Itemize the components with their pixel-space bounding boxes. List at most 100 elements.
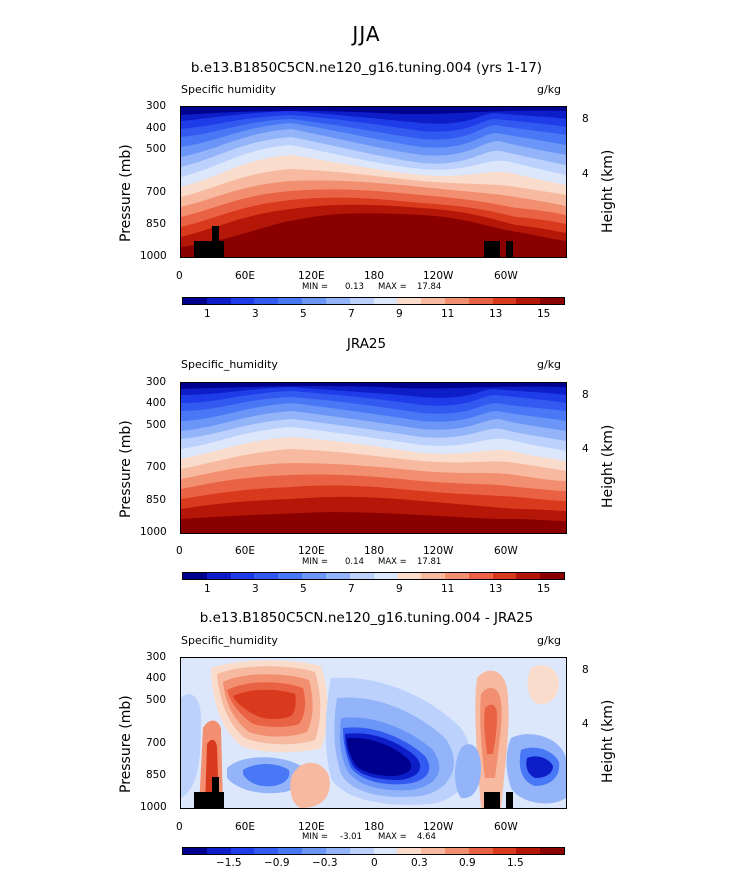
panel-3-ytick: 1000 xyxy=(140,801,167,813)
colorbar-swatch xyxy=(373,848,398,854)
panel-1-cbar-label: 7 xyxy=(348,308,355,320)
colorbar-swatch xyxy=(278,848,303,854)
panel-2-ytick: 700 xyxy=(146,461,167,473)
colorbar-swatch xyxy=(254,298,279,304)
colorbar-swatch xyxy=(421,573,445,579)
colorbar-swatch xyxy=(468,573,493,579)
panel-1-ytick: 700 xyxy=(146,186,167,198)
panel-2-ytick-right: 4 xyxy=(582,443,589,455)
panel-3-units-label: g/kg xyxy=(537,634,562,647)
panel-1-ytick: 500 xyxy=(146,143,167,155)
panel-2-cbar-label: 3 xyxy=(252,583,259,595)
panel-1-cbar-label: 13 xyxy=(489,308,503,320)
panel-1-xtick: 120W xyxy=(423,270,454,282)
colorbar-swatch xyxy=(421,848,445,854)
panel-1-ytick: 1000 xyxy=(140,250,167,262)
panel-2-ylabel-right: Height (km) xyxy=(600,424,616,508)
panel-3-cbar-label: 1.5 xyxy=(507,857,524,869)
colorbar-swatch xyxy=(254,848,279,854)
colorbar-swatch xyxy=(373,298,398,304)
panel-1-plot-area xyxy=(180,106,567,258)
colorbar-swatch xyxy=(183,298,207,304)
panel-1-ylabel: Pressure (mb) xyxy=(118,144,134,242)
panel-3-ytick-right: 8 xyxy=(582,664,589,676)
panel-1-cbar-label: 5 xyxy=(300,308,307,320)
panel-2-cbar-label: 11 xyxy=(441,583,455,595)
panel-2-max-label: MAX = xyxy=(378,557,407,567)
panel-2-cbar-label: 15 xyxy=(537,583,551,595)
panel-1-ytick: 300 xyxy=(146,100,167,112)
colorbar-swatch xyxy=(278,573,303,579)
panel-2-xtick: 120E xyxy=(298,545,325,557)
panel-3-contour xyxy=(181,658,566,808)
colorbar-swatch xyxy=(492,848,517,854)
panel-2-xtick: 180 xyxy=(364,545,385,557)
panel-2-contour xyxy=(181,383,566,533)
colorbar-swatch xyxy=(302,298,326,304)
panel-3-xtick: 60E xyxy=(235,821,255,833)
panel-3-ytick: 700 xyxy=(146,737,167,749)
panel-3-xtick: 120W xyxy=(423,821,454,833)
panel-1-xtick: 180 xyxy=(364,270,385,282)
colorbar-swatch xyxy=(540,298,564,304)
colorbar-swatch xyxy=(492,298,517,304)
colorbar-swatch xyxy=(397,848,422,854)
panel-2-xtick: 60W xyxy=(494,545,518,557)
panel-2-ytick: 400 xyxy=(146,397,167,409)
colorbar-swatch xyxy=(540,573,564,579)
panel-2-cbar-label: 13 xyxy=(489,583,503,595)
panel-3-xtick: 60W xyxy=(494,821,518,833)
panel-3-min-label: MIN = xyxy=(302,832,329,842)
panel-2-xtick: 60E xyxy=(235,545,255,557)
colorbar-swatch xyxy=(325,848,350,854)
panel-2-ytick: 500 xyxy=(146,419,167,431)
colorbar-swatch xyxy=(278,298,303,304)
panel-3-ytick: 400 xyxy=(146,672,167,684)
panel-3-max-value: 4.64 xyxy=(417,832,436,842)
colorbar-swatch xyxy=(230,848,255,854)
panel-3-min-value: -3.01 xyxy=(340,832,362,842)
panel-3-ylabel-right: Height (km) xyxy=(600,699,616,783)
colorbar-swatch xyxy=(492,573,517,579)
panel-1-ytick-right: 8 xyxy=(582,113,589,125)
panel-2-cbar-label: 7 xyxy=(348,583,355,595)
panel-1-max-label: MAX = xyxy=(378,282,407,292)
colorbar-swatch xyxy=(183,848,207,854)
panel-2-ytick-right: 8 xyxy=(582,389,589,401)
panel-2-cbar-label: 5 xyxy=(300,583,307,595)
panel-2-cbar-label: 1 xyxy=(204,583,211,595)
panel-3-colorbar xyxy=(182,847,565,855)
panel-1-xtick: 120E xyxy=(298,270,325,282)
panel-1-cbar-label: 3 xyxy=(252,308,259,320)
panel-2-min-label: MIN = xyxy=(302,557,329,567)
colorbar-swatch xyxy=(540,848,564,854)
colorbar-swatch xyxy=(444,848,469,854)
panel-2-ytick: 850 xyxy=(146,494,167,506)
colorbar-swatch xyxy=(206,298,231,304)
panel-1-contour xyxy=(181,107,566,257)
panel-2-title: JRA25 xyxy=(346,336,387,352)
colorbar-swatch xyxy=(516,848,541,854)
panel-2-xtick: 0 xyxy=(176,545,183,557)
panel-3-ytick: 300 xyxy=(146,651,167,663)
colorbar-swatch xyxy=(349,848,374,854)
panel-2-ytick: 300 xyxy=(146,376,167,388)
panel-2-units-label: g/kg xyxy=(537,358,562,371)
colorbar-swatch xyxy=(230,573,255,579)
colorbar-swatch xyxy=(349,573,374,579)
panel-1-ytick: 850 xyxy=(146,218,167,230)
panel-1-cbar-label: 15 xyxy=(537,308,551,320)
panel-2-cbar-label: 9 xyxy=(396,583,403,595)
panel-1-xtick: 60E xyxy=(235,270,255,282)
panel-3-ylabel: Pressure (mb) xyxy=(118,695,134,793)
panel-3-title: b.e13.B1850C5CN.ne120_g16.tuning.004 - J… xyxy=(199,610,534,626)
colorbar-swatch xyxy=(302,573,326,579)
panel-1-xtick: 60W xyxy=(494,270,518,282)
colorbar-swatch xyxy=(397,298,422,304)
panel-1-max-value: 17.84 xyxy=(417,282,442,292)
panel-3-cbar-label: 0 xyxy=(371,857,378,869)
panel-1-cbar-label: 9 xyxy=(396,308,403,320)
colorbar-swatch xyxy=(230,298,255,304)
colorbar-swatch xyxy=(468,848,493,854)
panel-1-variable-label: Specific humidity xyxy=(181,83,276,96)
